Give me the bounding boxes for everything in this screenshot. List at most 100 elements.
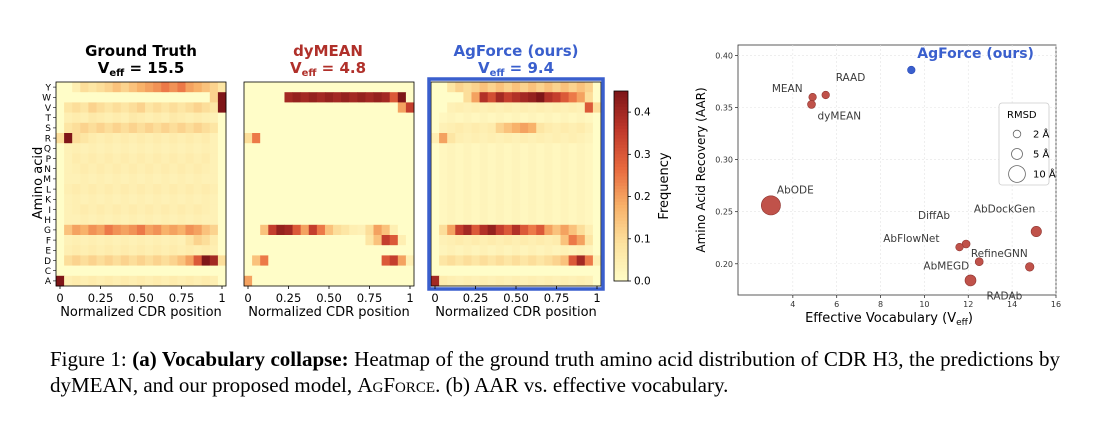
heatmap-cell (397, 184, 407, 195)
colorbar-segment (614, 144, 628, 149)
heatmap-cell (528, 184, 537, 195)
heatmap-cell (145, 153, 154, 164)
heatmap-cell (333, 224, 342, 236)
colorbar-segment (614, 252, 628, 257)
heatmap-cell (88, 224, 97, 236)
heatmap-cell (592, 255, 602, 266)
heatmap-cell (576, 133, 586, 144)
heatmap-cell (365, 143, 374, 154)
scatter-point (821, 90, 830, 100)
heatmap-cell (455, 224, 464, 236)
heatmap-cell (80, 184, 89, 195)
heatmap-cell (495, 112, 505, 124)
heatmap-cell (217, 275, 227, 287)
heatmap-cell (487, 255, 497, 266)
heatmap-cell (252, 173, 261, 185)
heatmap-cell (471, 102, 480, 113)
heatmap-cell (185, 245, 195, 256)
heatmap-cell (193, 102, 203, 113)
heatmap-cell (268, 112, 277, 124)
heatmap-cell (381, 245, 391, 256)
heatmap-cell (64, 235, 73, 246)
heatmap-cell (276, 194, 285, 205)
heatmap-cell (487, 275, 497, 287)
heatmap-cell (333, 102, 342, 113)
heatmap-cell (209, 112, 219, 124)
heatmap-cell (397, 122, 407, 134)
legend-marker (1011, 148, 1023, 160)
heatmap-cell (341, 265, 350, 277)
heatmap-cell (479, 204, 489, 215)
colorbar-segment (614, 100, 628, 105)
heatmap-cell (584, 224, 594, 236)
heatmap-cell (552, 214, 561, 226)
heatmap-cell (536, 82, 545, 93)
heatmap-cell (284, 143, 293, 154)
heatmap-cell (511, 275, 521, 287)
heatmap-cell (244, 143, 253, 154)
heatmap-cell (252, 184, 261, 195)
heatmap-cell (552, 163, 561, 175)
heatmap-cell (463, 92, 472, 103)
heatmap-cell (177, 275, 186, 287)
heatmap-cell (439, 92, 448, 103)
heatmap-cell (439, 235, 448, 246)
heatmap-cell (128, 163, 138, 175)
heatmap-cell (503, 265, 513, 277)
heatmap-cell (471, 143, 480, 154)
heatmap-cell (56, 122, 65, 134)
heatmap-cell (104, 265, 114, 277)
heatmap-cell (455, 194, 464, 205)
heatmap-cell (479, 194, 489, 205)
heatmap-cell (520, 255, 529, 266)
colorbar-segment (614, 224, 628, 228)
heatmap-cell (217, 163, 227, 175)
heatmap-cell (64, 275, 73, 287)
heatmap-cell (284, 235, 293, 246)
heatmap-cell (528, 173, 537, 185)
heatmap-cell (381, 153, 391, 164)
heatmap-cell (161, 92, 170, 103)
heatmap-cell (576, 92, 586, 103)
heatmap-cell (381, 163, 391, 175)
heatmap-cell (201, 245, 211, 256)
heatmap-cell (185, 163, 195, 175)
heatmap-cell (373, 173, 383, 185)
y-tick-label: Y (45, 83, 52, 93)
heatmap-cell (576, 265, 586, 277)
heatmap-cell (503, 133, 513, 144)
heatmap-cell (447, 204, 456, 215)
heatmap-cell (120, 245, 130, 256)
heatmap-cell (153, 275, 162, 287)
heatmap-cell (389, 163, 399, 175)
heatmap-cell (120, 255, 130, 266)
heatmap-cell (72, 122, 81, 134)
heatmap-cell (112, 92, 122, 103)
heatmap-cell (568, 133, 578, 144)
heatmap-cell (80, 133, 89, 144)
heatmap-cell (560, 122, 570, 134)
heatmap-cell (389, 133, 399, 144)
heatmap-cell (431, 235, 440, 246)
heatmap-cell (112, 224, 122, 236)
heatmap-cell (80, 112, 89, 124)
heatmap-cell (349, 214, 358, 226)
heatmap-cell (252, 204, 261, 215)
heatmap-cell (568, 214, 578, 226)
heatmap-cell (153, 173, 162, 185)
heatmap-cell (576, 255, 586, 266)
rmsd-legend: RMSD 2 Å 5 Å 10 Å (998, 102, 1056, 186)
heatmap-cell (463, 122, 472, 134)
heatmap-cell (349, 82, 358, 93)
heatmap-cell (536, 92, 545, 103)
heatmap-cell (169, 133, 178, 144)
colorbar-segment (614, 163, 628, 168)
heatmap-cell (161, 173, 170, 185)
heatmap-cell (161, 184, 170, 195)
heatmap-cell (316, 275, 326, 287)
heatmap-cell (341, 184, 350, 195)
point-label: AbFlowNet (883, 233, 939, 245)
point-label: AgForce (ours) (917, 46, 1034, 62)
heatmap-cell (300, 265, 310, 277)
heatmap-cell (104, 204, 114, 215)
